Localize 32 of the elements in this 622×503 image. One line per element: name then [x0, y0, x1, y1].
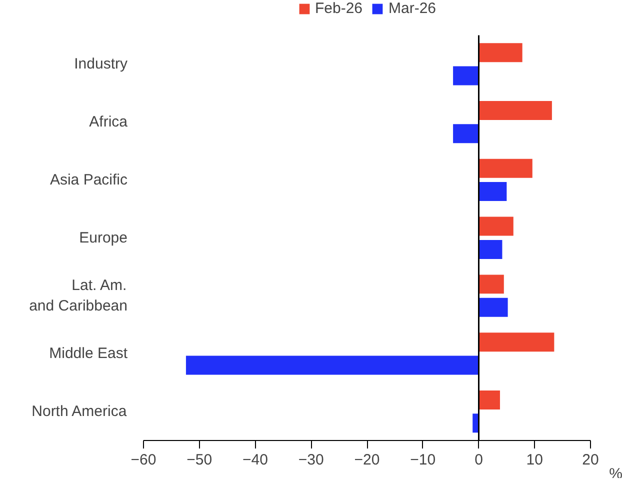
x-tick-label: −20 — [354, 452, 380, 468]
x-tick-label: 0 — [474, 452, 483, 468]
bar — [478, 332, 554, 352]
x-tick-label: 10 — [526, 452, 543, 468]
bar — [478, 182, 507, 202]
bar — [478, 216, 514, 236]
y-tick-label: Middle East — [49, 345, 128, 362]
bar — [478, 43, 522, 62]
y-tick-label: Africa — [89, 114, 128, 131]
y-tick-label: Industry — [74, 56, 128, 73]
y-tick-label: Asia Pacific — [50, 171, 128, 188]
y-tick-label: North America — [32, 403, 128, 420]
y-tick-label: Lat. Am. and Caribbean — [29, 277, 128, 314]
x-tick-label: −40 — [242, 452, 268, 468]
bar — [478, 274, 504, 294]
x-tick-label: −60 — [130, 452, 156, 468]
bar — [478, 158, 532, 178]
x-tick-label: −30 — [298, 452, 324, 468]
bar — [472, 414, 479, 433]
x-tick-label: −10 — [410, 452, 436, 468]
legend-label: Feb-26 — [314, 0, 363, 17]
legend-label: Mar-26 — [388, 0, 436, 17]
bar — [453, 66, 479, 86]
x-tick-label: 20 — [582, 452, 599, 468]
bar — [478, 390, 500, 410]
bar — [453, 124, 479, 144]
bar — [478, 298, 508, 317]
y-tick-label: Europe — [79, 229, 128, 246]
x-tick-label: −50 — [186, 452, 212, 468]
bar — [186, 356, 479, 375]
bar — [478, 101, 552, 120]
bar — [478, 240, 502, 259]
